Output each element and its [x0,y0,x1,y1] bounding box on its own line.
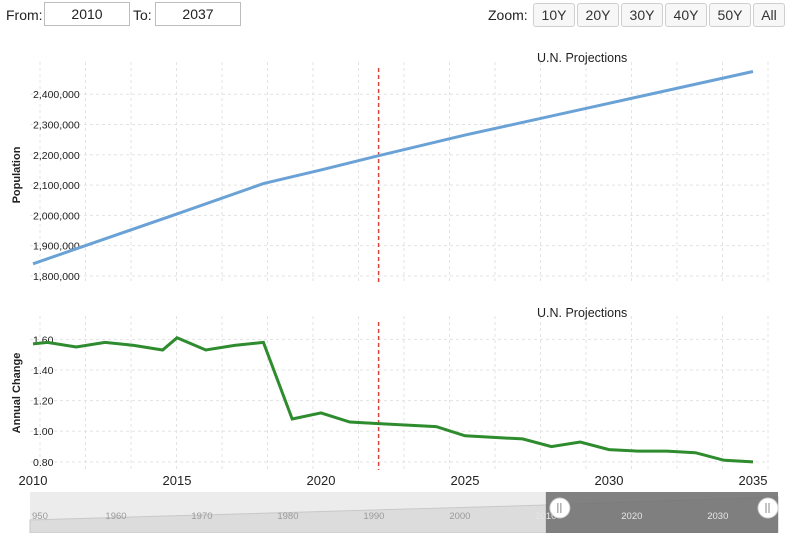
x-tick-label: 2020 [307,473,336,488]
population-y-tick-label: 2,100,000 [33,180,80,192]
navigator-handle-grip[interactable] [757,497,779,519]
population-y-ticks: 1,800,000 1,900,000 2,000,000 2,100,000 2,20… [33,89,80,283]
population-y-tick-label: 1,900,000 [33,241,80,253]
zoom-50y-button[interactable]: 50Y [709,3,751,27]
annual-change-y-tick-label: 0.80 [33,457,54,469]
population-y-tick-label: 2,300,000 [33,120,80,132]
navigator-year-label: 1960 [105,511,126,522]
population-y-tick-label: 2,400,000 [33,89,80,101]
population-axis-label: Population [11,146,23,203]
x-tick-label: 2015 [163,473,192,488]
population-y-tick-label: 2,000,000 [33,210,80,222]
zoom-label: Zoom: [488,7,528,23]
zoom-20y-button[interactable]: 20Y [577,3,619,27]
zoom-30y-button[interactable]: 30Y [621,3,663,27]
navigator-year-label: 2010 [535,511,556,522]
navigator-selected-range[interactable] [545,492,778,533]
from-input[interactable]: 2010 [44,2,130,26]
population-panel-title: U.N. Projections [537,51,627,65]
population-series-line [32,70,754,266]
annual-change-y-ticks: 0.801.001.201.401.60 [33,334,54,469]
navigator-year-label: 1990 [363,511,384,522]
navigator[interactable]: 950 1960 1970 1980 1990 2000 2010 2020 2030 [29,492,779,533]
annual-change-y-tick-label: 1.40 [33,365,54,377]
population-y-tick-label: 1,800,000 [33,271,80,283]
annual-change-panel-title: U.N. Projections [537,306,627,320]
navigator-year-label: 2020 [621,511,642,522]
population-points [32,71,754,264]
annual-change-y-tick-label: 1.20 [33,396,54,408]
navigator-left-handle[interactable] [549,497,571,519]
navigator-year-label: 950 [32,511,48,522]
annual-change-y-tick-label: 1.00 [33,426,54,438]
x-axis-ticks: 2010 2015 2020 2025 2030 2035 [19,473,768,488]
to-label: To: [133,7,152,23]
navigator-labels: 950 1960 1970 1980 1990 2000 2010 2020 2030 [32,511,728,522]
annual-change-points [32,337,754,462]
x-tick-label: 2010 [19,473,48,488]
annual-change-axis-label: Annual Change [11,353,23,434]
x-tick-label: 2030 [595,473,624,488]
navigator-year-label: 2030 [707,511,728,522]
navigator-handle-grip[interactable] [549,497,571,519]
x-tick-label: 2035 [739,473,768,488]
navigator-year-label: 2000 [449,511,470,522]
zoom-10y-button[interactable]: 10Y [533,3,575,27]
navigator-right-handle[interactable] [757,497,779,519]
annual-change-grid [30,316,769,470]
from-label: From: [6,7,43,23]
annual-change-series-line [32,336,754,464]
zoom-all-button[interactable]: All [753,3,785,27]
x-tick-label: 2025 [451,473,480,488]
zoom-40y-button[interactable]: 40Y [665,3,707,27]
population-y-tick-label: 2,200,000 [33,150,80,162]
range-selector: From: 2010 To: 2037 Zoom: 10Y 20Y 30Y 40… [0,0,800,34]
navigator-year-label: 1980 [277,511,298,522]
navigator-year-label: 1970 [191,511,212,522]
population-grid [30,62,769,284]
to-input[interactable]: 2037 [155,2,241,26]
